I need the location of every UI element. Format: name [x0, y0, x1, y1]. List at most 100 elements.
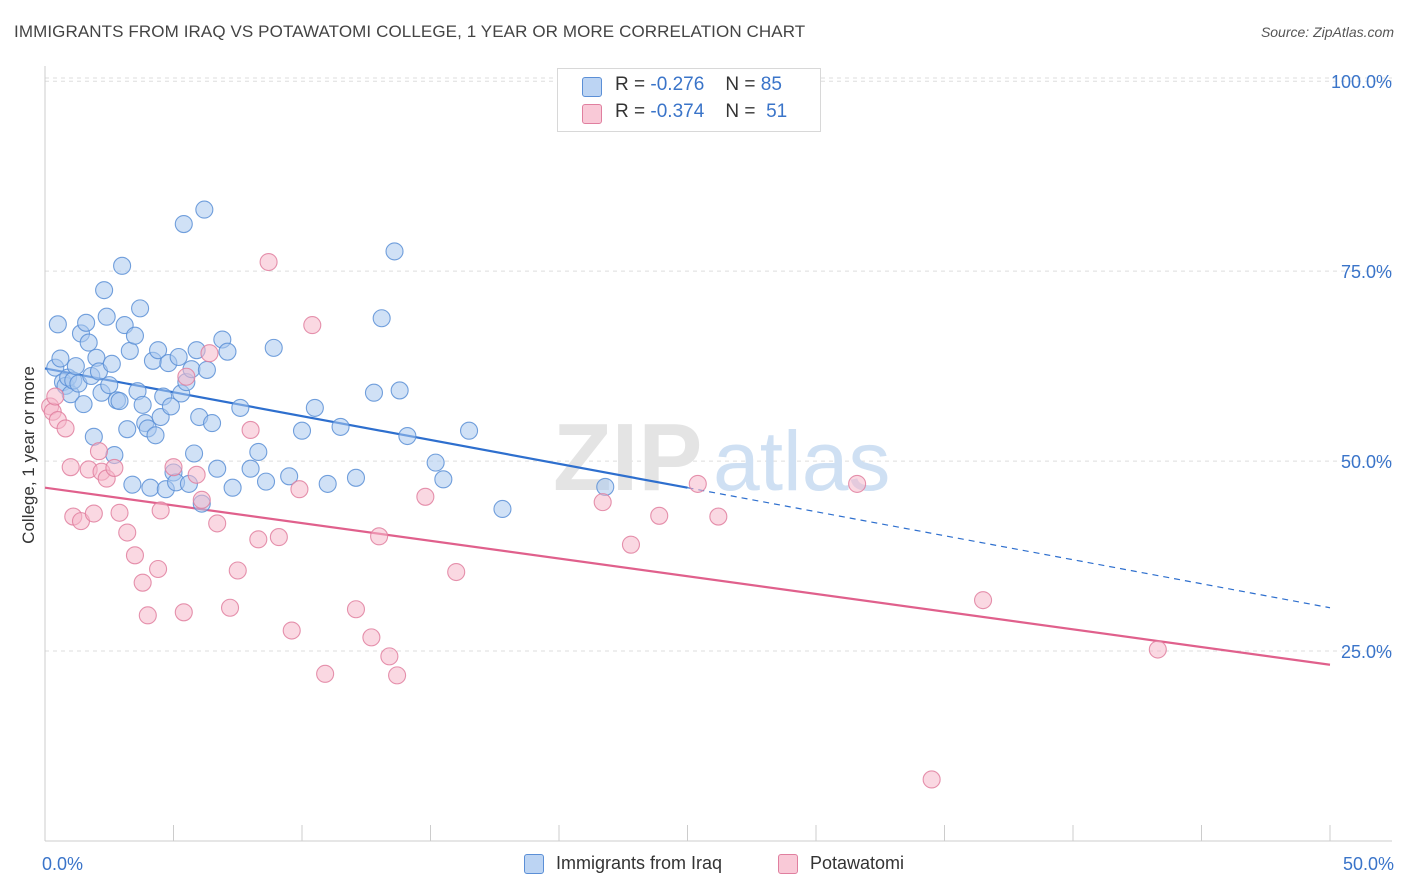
iraq-point — [203, 414, 222, 433]
potawatomi-point — [621, 535, 641, 554]
iraq-point — [197, 360, 216, 379]
iraq-point — [95, 281, 114, 300]
iraq-trend-line — [44, 367, 688, 489]
iraq-point — [174, 214, 193, 234]
iraq-point — [208, 459, 227, 478]
potawatomi-point — [259, 252, 278, 272]
iraq-point — [51, 349, 70, 368]
iraq-point — [161, 397, 180, 416]
iraq-point — [596, 477, 615, 496]
potawatomi-point — [650, 506, 669, 525]
label-layer: 25.0% 50.0% 75.0% 100.0% 0.0% 50.0% College, 1… — [19, 72, 1394, 874]
legend-n-value: 85 — [760, 74, 782, 95]
potawatomi-point — [220, 598, 240, 617]
iraq-point — [364, 383, 384, 402]
watermark-atlas: atlas — [713, 414, 890, 508]
iraq-point — [74, 395, 93, 414]
potawatomi-point — [118, 523, 137, 542]
iraq-point — [318, 474, 337, 493]
potawatomi-point — [110, 503, 129, 522]
series-swatch-potawatomi — [778, 854, 798, 874]
iraq-point — [280, 467, 299, 486]
iraq-point — [149, 341, 168, 360]
potawatomi-point — [922, 770, 941, 789]
iraq-point — [123, 475, 142, 494]
potawatomi-point — [370, 527, 389, 546]
potawatomi-point — [164, 458, 183, 477]
iraq-point — [118, 420, 137, 439]
chart-title: IMMIGRANTS FROM IRAQ VS POTAWATOMI COLLE… — [14, 22, 806, 41]
iraq-point — [426, 453, 445, 472]
y-tick-label: 100.0% — [1331, 72, 1392, 92]
legend-r-value: -0.276 — [650, 74, 705, 95]
potawatomi-point — [1148, 640, 1167, 659]
potawatomi-point — [125, 546, 144, 565]
iraq-point — [390, 381, 409, 400]
series-legend: Immigrants from Iraq Potawatomi — [0, 852, 1406, 878]
potawatomi-point — [56, 419, 75, 438]
iraq-point — [331, 417, 350, 436]
legend-n-label: N = — [725, 74, 756, 95]
legend-r-label: R = — [615, 74, 646, 95]
legend-swatch-iraq — [582, 77, 602, 97]
iraq-point — [218, 342, 237, 361]
legend-text-potawatomi: R = -0.374 N = 51 — [615, 101, 787, 123]
potawatomi-point — [388, 666, 407, 685]
potawatomi-point — [187, 465, 206, 484]
potawatomi-point — [84, 504, 103, 523]
potawatomi-point — [46, 387, 65, 406]
potawatomi-point — [380, 647, 399, 666]
iraq-point — [346, 468, 366, 487]
watermark: ZIP atlas — [553, 404, 890, 511]
potawatomi-point — [138, 606, 157, 625]
iraq-point — [292, 421, 312, 440]
series-swatch-iraq — [524, 854, 544, 874]
potawatomi-point — [249, 530, 268, 549]
iraq-point — [169, 347, 188, 367]
iraq-point — [102, 354, 121, 373]
x-tick-label-max: 50.0% — [1343, 854, 1394, 874]
iraq-point — [120, 341, 139, 360]
iraq-point — [223, 478, 242, 497]
chart-source: Source: ZipAtlas.com — [1260, 24, 1394, 40]
potawatomi-point — [848, 474, 867, 493]
potawatomi-point — [290, 480, 309, 499]
legend-swatch-potawatomi — [582, 104, 602, 124]
iraq-point — [185, 444, 204, 463]
iraq-point — [195, 200, 214, 219]
series-label-iraq: Immigrants from Iraq — [556, 853, 723, 873]
iraq-point — [305, 398, 324, 417]
iraq-point — [141, 478, 160, 497]
legend-r-label: R = — [615, 101, 646, 122]
potawatomi-point — [192, 490, 211, 509]
iraq-point — [133, 395, 152, 414]
potawatomi-point — [105, 458, 124, 477]
iraq-point — [48, 315, 67, 334]
iraq-point — [398, 426, 417, 446]
iraq-point — [249, 442, 268, 462]
potawatomi-point — [241, 420, 260, 439]
legend-text-iraq: R = -0.276 N = 85 — [615, 74, 782, 96]
watermark-zip: ZIP — [553, 404, 702, 511]
iraq-point — [241, 459, 260, 478]
potawatomi-point — [593, 493, 612, 512]
potawatomi-point — [174, 603, 193, 622]
iraq-point — [125, 326, 144, 345]
potawatomi-point — [416, 487, 435, 506]
potawatomi-point — [362, 628, 381, 647]
potawatomi-point — [133, 573, 152, 592]
trend-layer — [44, 367, 1331, 666]
potawatomi-point — [447, 562, 466, 582]
legend-n-value: 51 — [766, 101, 788, 122]
potawatomi-point — [688, 474, 707, 493]
series-label-potawatomi: Potawatomi — [810, 853, 905, 873]
iraq-point — [146, 426, 165, 445]
iraq-point — [66, 357, 85, 376]
stats-legend: R = -0.276 N = 85 R = -0.374 N = 51 — [557, 68, 821, 132]
iraq-trend-extension — [687, 487, 1331, 609]
potawatomi-point — [89, 442, 109, 461]
potawatomi-point — [228, 561, 247, 580]
potawatomi-point — [177, 367, 196, 386]
potawatomi-point — [208, 514, 227, 533]
